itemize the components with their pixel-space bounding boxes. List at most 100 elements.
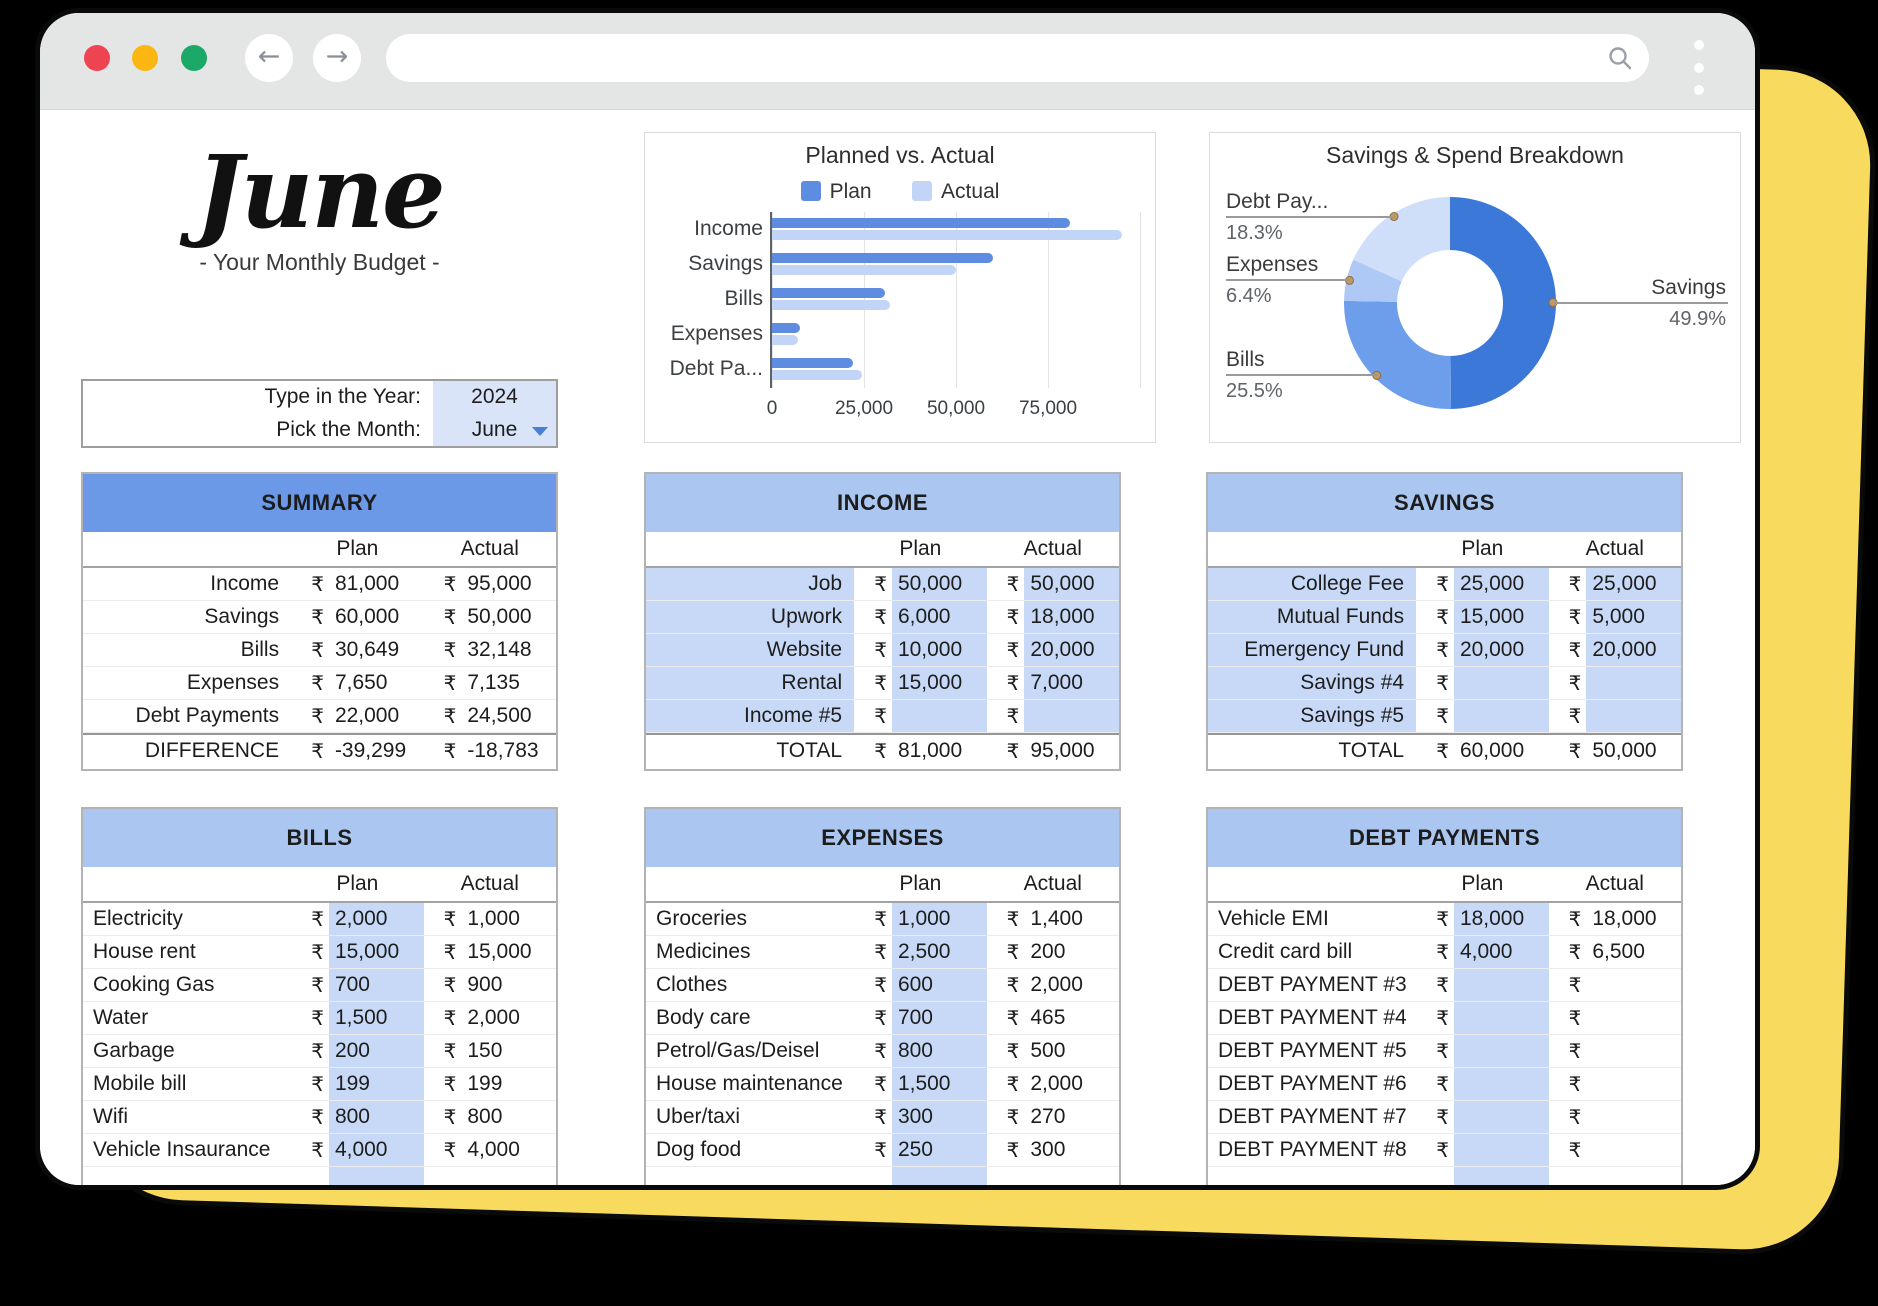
cell-value[interactable] — [1453, 1101, 1549, 1133]
cell-value[interactable] — [1453, 969, 1549, 1001]
cell-value[interactable]: 10,000 — [891, 634, 987, 666]
cell-value[interactable]: 15,000 — [1453, 601, 1549, 633]
cell-value[interactable]: 25,000 — [1453, 568, 1549, 600]
cell-value[interactable]: 199 — [467, 1072, 503, 1095]
cell-value[interactable]: 465 — [1030, 1006, 1066, 1029]
forward-button[interactable]: → — [313, 34, 361, 82]
cell-value[interactable]: 2,000 — [1030, 973, 1083, 996]
cell-value[interactable] — [1024, 700, 1119, 732]
cell-value[interactable] — [1586, 969, 1681, 1001]
cell-value[interactable]: 200 — [328, 1035, 424, 1067]
cell-value[interactable]: 700 — [328, 969, 424, 1001]
cell-value[interactable]: 1,500 — [328, 1002, 424, 1034]
cell-value[interactable]: 4,000 — [328, 1134, 424, 1166]
cell-value[interactable]: 95,000 — [467, 572, 532, 595]
cell-value[interactable]: 50,000 — [467, 605, 532, 628]
cell-value[interactable]: 200 — [1030, 940, 1066, 963]
cell-value[interactable]: 18,000 — [1024, 601, 1119, 633]
cell-value[interactable]: 32,148 — [467, 638, 532, 661]
cell-value[interactable] — [891, 1167, 987, 1185]
cell-value[interactable]: 900 — [467, 973, 503, 996]
cell-value[interactable]: 7,000 — [1024, 667, 1119, 699]
cell-value[interactable] — [1453, 1035, 1549, 1067]
cell-value[interactable]: 500 — [1030, 1039, 1066, 1062]
cell-value[interactable] — [1586, 1002, 1681, 1034]
donut-plot: Savings 49.9% Bills 25.5% Expenses 6.4% Debt P… — [1210, 133, 1740, 442]
back-button[interactable]: ← — [245, 34, 293, 82]
cell-value[interactable] — [1586, 700, 1681, 732]
cell-value[interactable] — [1453, 1134, 1549, 1166]
address-bar[interactable] — [386, 34, 1649, 82]
cell-value[interactable]: 300 — [1030, 1138, 1066, 1161]
cell-value[interactable]: 25,000 — [1586, 568, 1681, 600]
cell-value[interactable]: 18,000 — [1453, 903, 1549, 935]
cell-value[interactable] — [1453, 1068, 1549, 1100]
cell-value[interactable]: 2,000 — [1030, 1072, 1083, 1095]
cell-value[interactable]: 24,500 — [467, 704, 532, 727]
cell-value[interactable] — [1024, 1167, 1119, 1185]
cell-value[interactable]: 800 — [328, 1101, 424, 1133]
cell-value[interactable] — [1453, 667, 1549, 699]
cell-value[interactable]: 2,500 — [891, 936, 987, 968]
cell-value[interactable]: 2,000 — [467, 1006, 520, 1029]
cell-value[interactable]: 15,000 — [328, 936, 424, 968]
minimize-window-button[interactable] — [132, 45, 158, 71]
cell-value[interactable] — [1453, 700, 1549, 732]
cell-value[interactable]: 199 — [328, 1068, 424, 1100]
cell-value[interactable]: 1,000 — [891, 903, 987, 935]
cell-value[interactable]: 4,000 — [467, 1138, 520, 1161]
cell-value[interactable] — [1453, 1167, 1549, 1185]
cell-value[interactable]: 15,000 — [891, 667, 987, 699]
cell-value[interactable]: 5,000 — [1586, 601, 1681, 633]
cell-value[interactable]: 6,000 — [891, 601, 987, 633]
cell-value[interactable]: 50,000 — [1024, 568, 1119, 600]
cell-value[interactable] — [1586, 1101, 1681, 1133]
cell-value[interactable]: 20,000 — [1586, 634, 1681, 666]
cell-value[interactable] — [1453, 1002, 1549, 1034]
cell-value[interactable]: 250 — [891, 1134, 987, 1166]
cell-value[interactable]: 22,000 — [334, 704, 400, 727]
cell-value[interactable]: 270 — [1030, 1105, 1066, 1128]
cell-value[interactable]: 150 — [467, 1039, 503, 1062]
cell-value[interactable]: 1,000 — [467, 907, 520, 930]
cell-value[interactable]: 15,000 — [467, 940, 532, 963]
cell-value[interactable]: 7,135 — [467, 671, 520, 694]
cell-value[interactable] — [1586, 1068, 1681, 1100]
cell-value[interactable] — [328, 1167, 424, 1185]
cell-value[interactable] — [1586, 1167, 1681, 1185]
column-header-row: Plan Actual — [1208, 867, 1681, 903]
cell-value[interactable] — [891, 700, 987, 732]
cell-value[interactable]: 1,400 — [1030, 907, 1083, 930]
cell-value[interactable]: 20,000 — [1453, 634, 1549, 666]
total-row: TOTAL ₹60,000 ₹50,000 — [1208, 733, 1681, 769]
close-window-button[interactable] — [84, 45, 110, 71]
cell-value[interactable]: 60,000 — [334, 605, 400, 628]
cell-value[interactable] — [1586, 1035, 1681, 1067]
cell-value[interactable]: 20,000 — [1024, 634, 1119, 666]
chevron-down-icon[interactable] — [532, 426, 548, 436]
cell-value[interactable]: 50,000 — [891, 568, 987, 600]
kebab-menu-icon[interactable] — [1689, 13, 1709, 110]
month-dropdown[interactable]: June — [433, 413, 556, 446]
year-input[interactable]: 2024 — [433, 381, 556, 414]
cell-value[interactable]: 1,500 — [891, 1068, 987, 1100]
cell-value[interactable]: 7,650 — [334, 671, 388, 694]
cell-value[interactable] — [1586, 1134, 1681, 1166]
cell-value[interactable]: 600 — [891, 969, 987, 1001]
cell-value[interactable]: 4,000 — [1453, 936, 1549, 968]
cell-value[interactable]: 300 — [891, 1101, 987, 1133]
cell-value[interactable]: 2,000 — [328, 903, 424, 935]
cell-value[interactable] — [1586, 667, 1681, 699]
cell-value[interactable]: 800 — [467, 1105, 503, 1128]
cell-value[interactable]: 81,000 — [334, 572, 400, 595]
cell-value[interactable] — [461, 1167, 556, 1185]
cell-value[interactable]: 18,000 — [1592, 907, 1657, 930]
cell-value[interactable]: 30,649 — [334, 638, 400, 661]
cell-value[interactable]: 6,500 — [1592, 940, 1645, 963]
address-input[interactable] — [410, 34, 1600, 80]
search-icon[interactable] — [1607, 45, 1633, 71]
cell-value[interactable]: 800 — [891, 1035, 987, 1067]
maximize-window-button[interactable] — [181, 45, 207, 71]
cell-value[interactable]: 700 — [891, 1002, 987, 1034]
column-header: Actual — [460, 872, 519, 895]
